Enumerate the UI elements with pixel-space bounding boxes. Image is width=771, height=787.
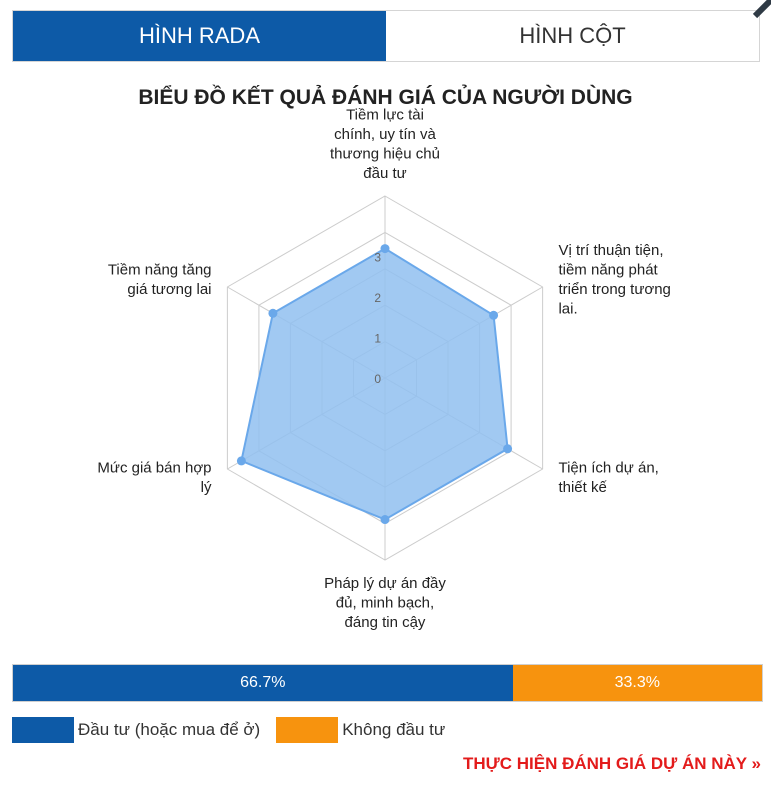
radar-axis-label: Tiềm lực tài chính, uy tín và thương hiệu …: [330, 107, 440, 183]
invest-percent-segment: 66.7%: [13, 665, 513, 701]
ratio-legend: Đầu tư (hoặc mua để ở) Không đầu tư: [12, 716, 461, 744]
not-invest-legend-swatch: [276, 717, 339, 743]
diagonal-arrow-icon[interactable]: [749, 0, 771, 22]
rate-project-link[interactable]: THỰC HIỆN ĐÁNH GIÁ DỰ ÁN NÀY »: [462, 754, 761, 773]
radar-axis-label: Vị trí thuận tiện, tiềm năng phát triển tr…: [558, 242, 670, 318]
radar-axis-label: Mức giá bán hợp lý: [97, 459, 212, 496]
tab-column[interactable]: HÌNH CỘT: [386, 11, 759, 61]
radar-axis-label: Pháp lý dự án đầy đủ, minh bạch, đáng tin …: [324, 575, 446, 631]
radar-data-point: [268, 308, 278, 318]
radar-axis-label: Tiềm năng tăng giá tương lai: [108, 261, 212, 298]
chart-type-tabs: HÌNH RADA HÌNH CỘT: [12, 10, 760, 62]
radar-chart: 0 1 2 3 Tiềm lực tài chính, uy tín và thương h…: [97, 107, 670, 632]
chart-title: BIỂU ĐỒ KẾT QUẢ ĐÁNH GIÁ CỦA NGƯỜI DÙNG: [138, 86, 633, 109]
radial-tick-label: 3: [374, 251, 381, 265]
radar-data-point: [236, 456, 246, 466]
radar-data-point: [380, 244, 390, 254]
tab-radar[interactable]: HÌNH RADA: [13, 11, 386, 61]
not-invest-percent-segment: 33.3%: [512, 665, 762, 701]
investment-ratio-bar: 66.7% 33.3%: [12, 664, 763, 702]
invest-legend-swatch: [12, 717, 74, 743]
not-invest-legend-label: Không đầu tư: [342, 720, 446, 739]
radar-data-point: [489, 310, 499, 320]
radial-tick-label: 0: [374, 372, 381, 386]
radar-data-point: [380, 515, 390, 525]
radial-tick-label: 1: [374, 332, 381, 346]
radar-axis-label: Tiện ích dự án, thiết kế: [558, 459, 658, 496]
radar-data-point: [503, 444, 513, 454]
radial-tick-label: 2: [374, 291, 381, 305]
invest-legend-label: Đầu tư (hoặc mua để ở): [78, 720, 261, 739]
